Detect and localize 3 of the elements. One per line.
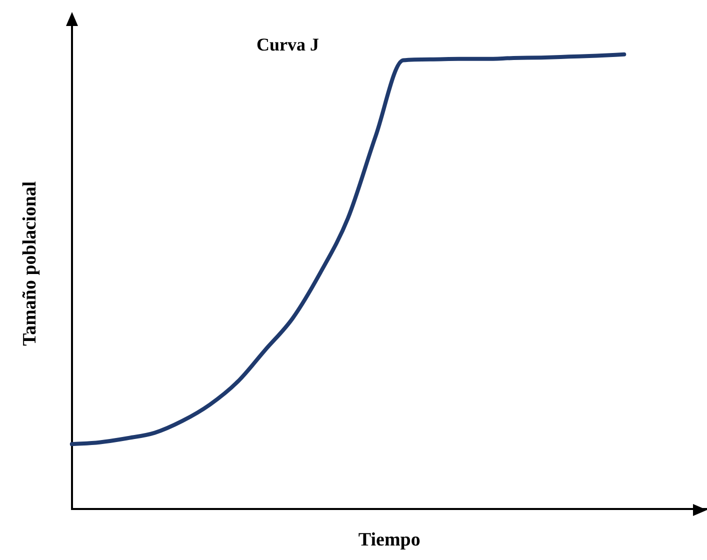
x-axis-title: Tiempo xyxy=(358,530,420,551)
y-axis-title: Tamaño poblacional xyxy=(19,181,40,346)
chart-title: Curva J xyxy=(256,34,320,55)
